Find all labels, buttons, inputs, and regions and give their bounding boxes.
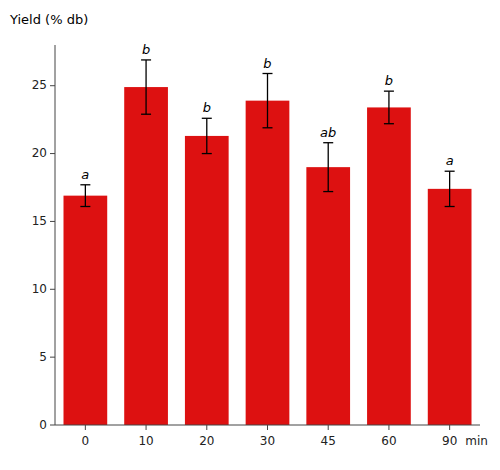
- chart-svg: 0510152025abbbabba0102030456090minYield …: [0, 0, 500, 470]
- x-tick-label: 30: [260, 434, 275, 448]
- error-bar-cap: [384, 123, 394, 124]
- error-bar: [323, 143, 333, 192]
- error-bar-cap: [323, 142, 333, 143]
- y-tick: [50, 153, 55, 154]
- significance-letter: b: [142, 42, 150, 57]
- error-bar: [202, 118, 212, 153]
- x-tick-label: 0: [82, 434, 90, 448]
- y-tick-label: 20: [32, 146, 47, 160]
- y-tick: [50, 425, 55, 426]
- plot-area: [64, 60, 472, 425]
- error-bar-line: [328, 143, 329, 192]
- error-bar-cap: [202, 153, 212, 154]
- x-tick: [267, 425, 268, 430]
- x-tick-label: 20: [199, 434, 214, 448]
- y-tick: [50, 357, 55, 358]
- y-tick-label: 25: [32, 78, 47, 92]
- x-tick: [388, 425, 389, 430]
- y-tick-label: 5: [39, 350, 47, 364]
- error-bar: [263, 74, 273, 128]
- error-bar-cap: [141, 114, 151, 115]
- x-tick-label: 10: [138, 434, 153, 448]
- error-bar-line: [388, 91, 389, 124]
- error-bar-cap: [202, 118, 212, 119]
- error-bar-cap: [80, 206, 90, 207]
- error-bar: [384, 91, 394, 124]
- x-tick-label: 60: [381, 434, 396, 448]
- x-tick: [206, 425, 207, 430]
- error-bar-line: [449, 171, 450, 206]
- x-tick: [146, 425, 147, 430]
- error-bar-line: [206, 118, 207, 153]
- y-axis-line: [55, 45, 56, 425]
- error-bar-cap: [263, 127, 273, 128]
- significance-letter: b: [385, 73, 393, 88]
- error-bar: [445, 171, 455, 206]
- significance-letter: ab: [320, 125, 336, 140]
- error-bar-line: [267, 74, 268, 128]
- y-tick-label: 0: [39, 418, 47, 432]
- x-tick-label: 45: [321, 434, 336, 448]
- error-bar-cap: [384, 90, 394, 91]
- y-tick: [50, 85, 55, 86]
- bar: [124, 87, 168, 425]
- significance-letter: b: [263, 56, 271, 71]
- error-bar-line: [145, 60, 146, 114]
- error-bar: [141, 60, 151, 114]
- x-axis-label: min: [465, 434, 488, 448]
- error-bar-line: [85, 185, 86, 207]
- error-bar-cap: [445, 171, 455, 172]
- y-tick-label: 15: [32, 214, 47, 228]
- y-tick-label: 10: [32, 282, 47, 296]
- x-tick: [85, 425, 86, 430]
- chart-container: 0510152025abbbabba0102030456090minYield …: [0, 0, 500, 470]
- significance-letter: a: [81, 167, 89, 182]
- significance-letter: a: [446, 153, 454, 168]
- y-tick: [50, 289, 55, 290]
- x-tick: [449, 425, 450, 430]
- bar: [64, 196, 108, 425]
- error-bar-cap: [80, 184, 90, 185]
- bar: [246, 101, 290, 425]
- x-tick-label: 90: [442, 434, 457, 448]
- bar: [367, 107, 411, 425]
- error-bar: [80, 185, 90, 207]
- bar: [185, 136, 229, 425]
- bar: [428, 189, 472, 425]
- error-bar-cap: [445, 206, 455, 207]
- significance-letter: b: [203, 100, 211, 115]
- y-tick: [50, 221, 55, 222]
- error-bar-cap: [141, 59, 151, 60]
- x-tick: [328, 425, 329, 430]
- bar: [306, 167, 350, 425]
- y-axis-label: Yield (% db): [9, 12, 88, 27]
- error-bar-cap: [323, 191, 333, 192]
- error-bar-cap: [263, 73, 273, 74]
